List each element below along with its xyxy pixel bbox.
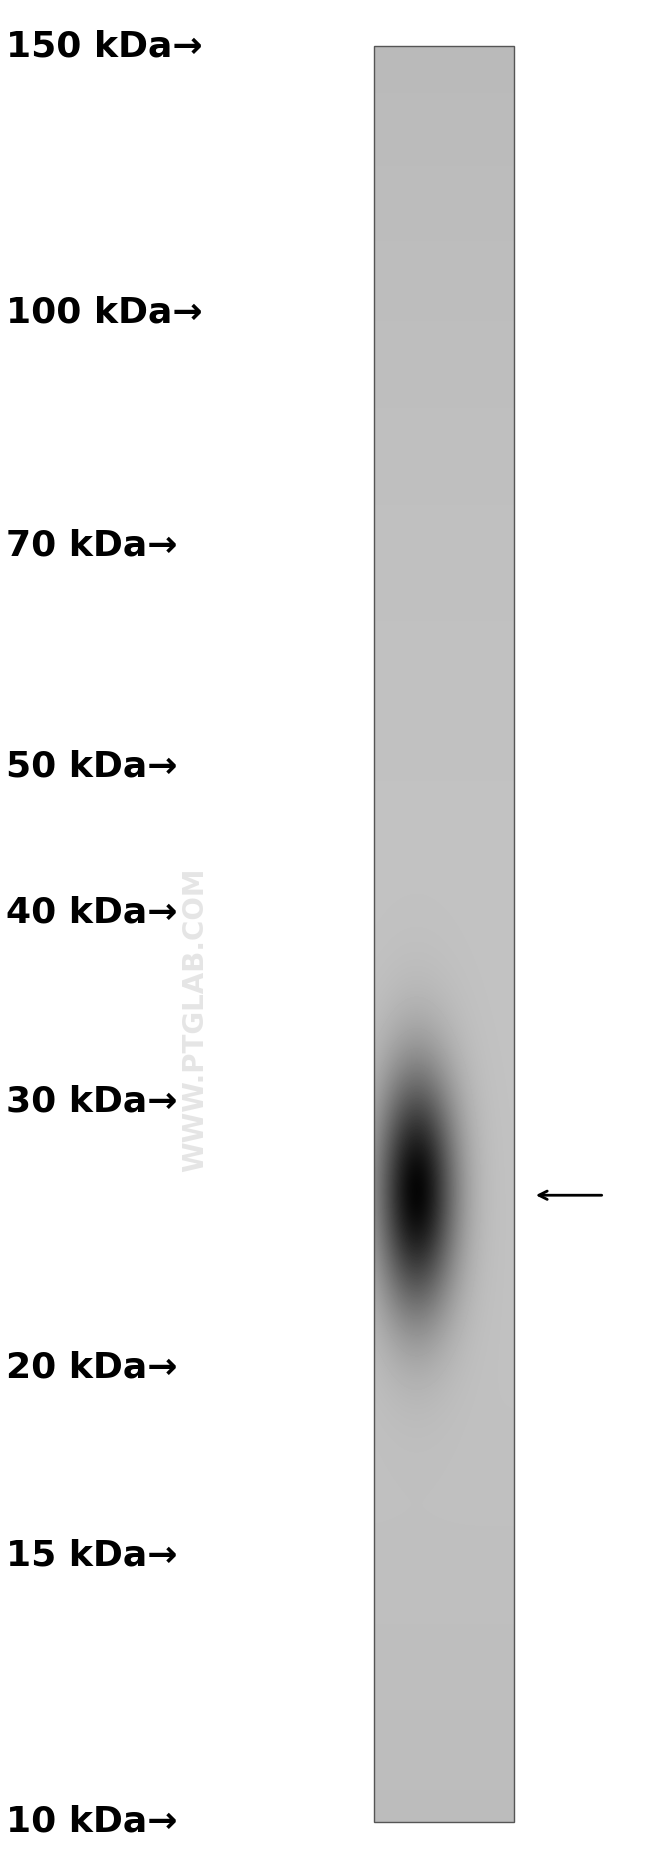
Text: 70 kDa→: 70 kDa→ xyxy=(6,529,178,562)
Text: 50 kDa→: 50 kDa→ xyxy=(6,749,178,783)
Text: WWW.PTGLAB.COM: WWW.PTGLAB.COM xyxy=(181,868,209,1172)
Text: 40 kDa→: 40 kDa→ xyxy=(6,896,178,929)
Text: 30 kDa→: 30 kDa→ xyxy=(6,1085,178,1119)
Text: 100 kDa→: 100 kDa→ xyxy=(6,295,203,328)
Text: 150 kDa→: 150 kDa→ xyxy=(6,30,203,63)
Text: 10 kDa→: 10 kDa→ xyxy=(6,1805,178,1838)
Bar xyxy=(374,46,514,1822)
Text: 15 kDa→: 15 kDa→ xyxy=(6,1540,178,1573)
Text: 20 kDa→: 20 kDa→ xyxy=(6,1350,178,1384)
